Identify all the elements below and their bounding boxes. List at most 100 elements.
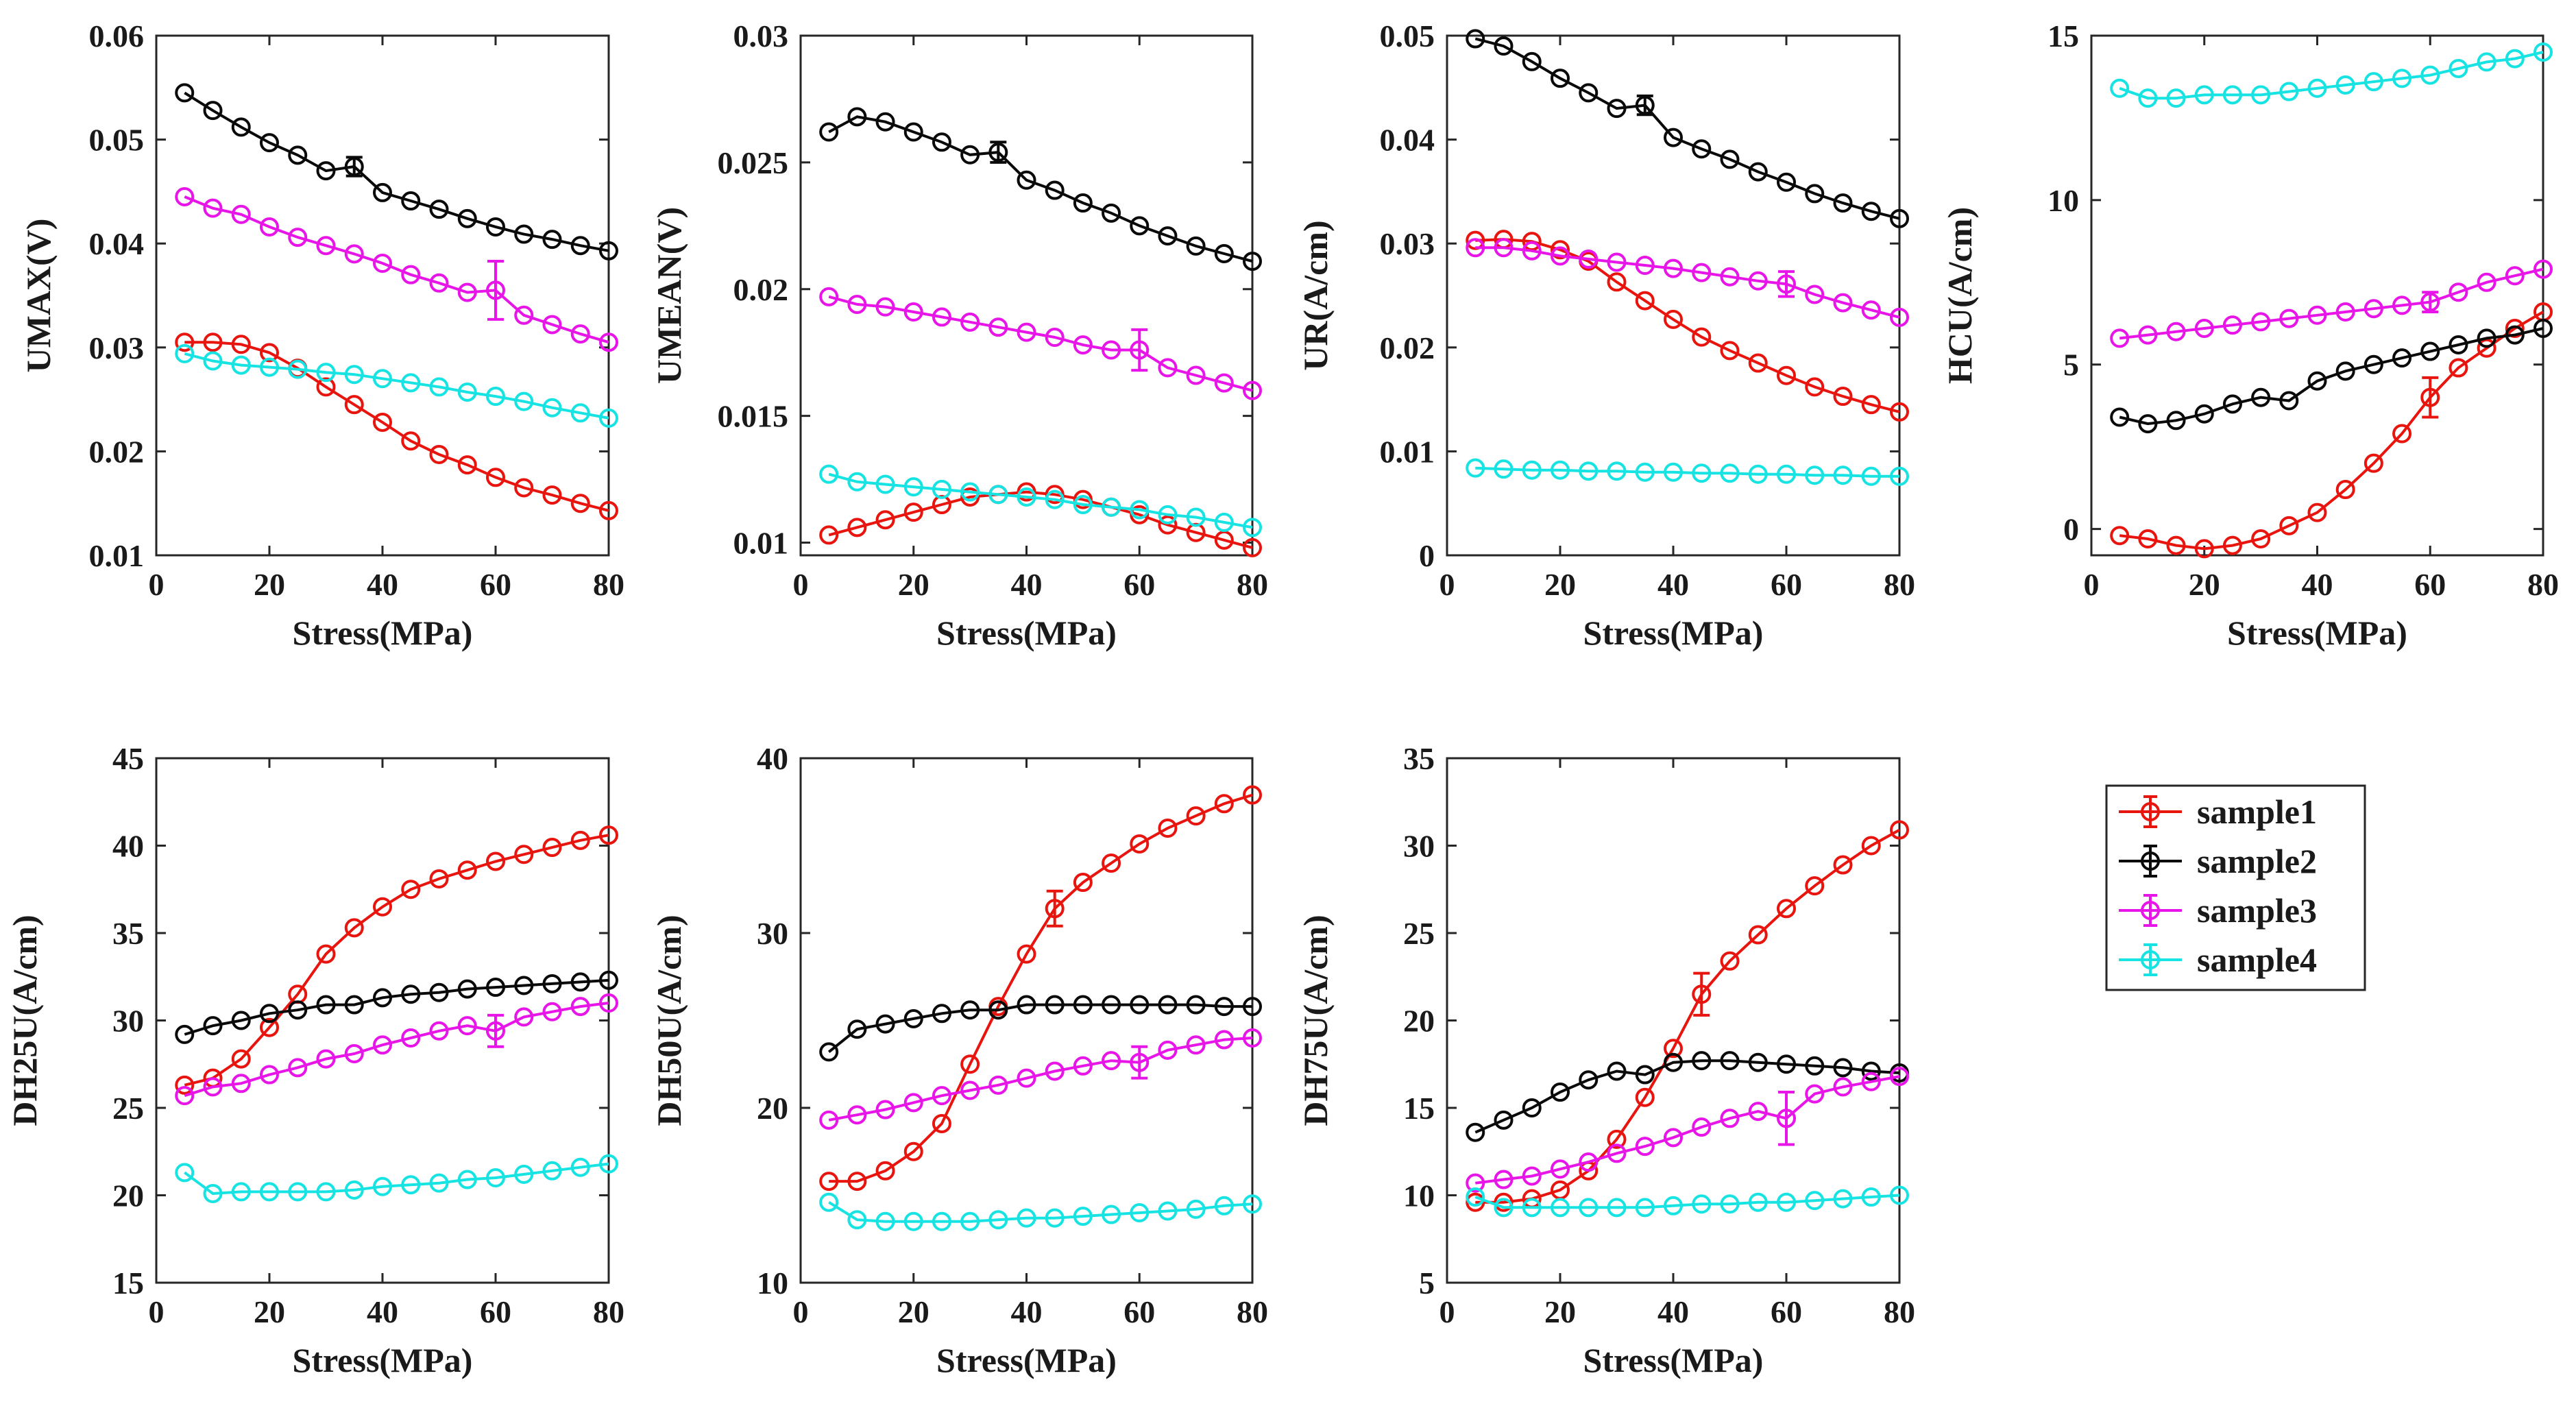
panel-dh75u-a-cm-y-tick-label-4: 25 [1403, 916, 1435, 951]
panel-dh75u-a-cm-sample1-point-30 [1607, 1129, 1627, 1149]
panel-umax-v-sample4-point-15 [231, 355, 251, 375]
panel-dh50u-a-cm-sample4-point-40 [1017, 1208, 1036, 1228]
panel-dh75u-a-cm-sample3-point-35 [1635, 1137, 1655, 1157]
panel-umean-v-sample2-point-25 [932, 132, 951, 152]
legend-label-sample4: sample4 [2197, 941, 2317, 979]
panel-dh25u-a-cm-x-tick-label-60: 60 [480, 1294, 511, 1329]
panel-ur-a-cm-sample1-point-45 [1692, 327, 1712, 347]
panel-hcu-a-cm-sample1-point-25 [2222, 535, 2242, 555]
panel-ur-a-cm-sample4-point-35 [1635, 462, 1655, 482]
panel-dh50u-a-cm-sample3-line [828, 1037, 1253, 1122]
panel-ur-a-cm-sample4-point-40 [1664, 462, 1683, 482]
panel-ur-a-cm-sample4-point-25 [1579, 461, 1599, 481]
panel-umean-v-y-tick-label-1: 0.015 [718, 399, 789, 434]
panel-umax-v-sample2-point-5 [175, 83, 195, 103]
panel-umean-v-sample1-point-15 [875, 510, 895, 530]
panel-dh25u-a-cm-sample3-point-45 [401, 1028, 421, 1048]
panel-umean-v-sample3-point-40 [1017, 322, 1036, 342]
panel-umean-v-sample1-point-30 [960, 487, 980, 507]
panel-umean-v-sample2-point-45 [1045, 180, 1065, 200]
panel-dh50u-a-cm-sample4-point-15 [875, 1211, 895, 1231]
panel-dh25u-a-cm-sample4-point-45 [401, 1175, 421, 1195]
panel-umax-v-sample1-point-40 [373, 412, 392, 432]
panel-dh25u-a-cm-sample1-point-70 [542, 838, 562, 858]
panel-dh75u-a-cm: 0 20 40 60 80 5 10 15 20 25 30 35 Stress(MPa) DH75U(A… [1296, 741, 1915, 1379]
panel-hcu-a-cm-sample2-point-25 [2222, 394, 2242, 414]
panel-umax-v-series-sample2 [175, 83, 618, 261]
panel-umax-v-sample4-point-30 [316, 363, 336, 383]
legend: sample1 sample2 sample3 sample4 [2105, 784, 2366, 991]
panel-hcu-a-cm-sample2-point-75 [2505, 325, 2525, 345]
panel-dh25u-a-cm-sample4-point-50 [429, 1173, 449, 1193]
panel-umean-v-sample3-point-35 [988, 317, 1008, 337]
panel-ur-a-cm-sample2-point-60 [1777, 172, 1796, 192]
panel-hcu-a-cm-sample3-point-55 [2392, 295, 2412, 315]
panel-dh50u-a-cm-sample3-point-65 [1158, 1040, 1178, 1060]
panel-hcu-a-cm-sample3-point-20 [2194, 318, 2214, 338]
panel-umax-v-sample1-point-35 [344, 395, 364, 415]
panel-dh50u-a-cm-sample1-point-65 [1158, 819, 1178, 838]
panel-dh25u-a-cm-sample2-point-20 [260, 1004, 279, 1024]
panel-dh50u-a-cm-sample3-point-40 [1017, 1068, 1036, 1088]
panel-dh50u-a-cm-sample2-point-45 [1045, 995, 1065, 1015]
panel-umax-v-sample4-line [184, 352, 609, 420]
panel-ur-a-cm-sample3-point-50 [1720, 267, 1740, 287]
panel-dh50u-a-cm-sample1-point-40 [1017, 944, 1036, 964]
panel-ur-a-cm-sample1-point-60 [1777, 365, 1796, 385]
panel-umean-v-sample2-point-60 [1130, 216, 1150, 236]
panel-umean-v-sample1-point-20 [903, 503, 923, 522]
panel-dh50u-a-cm-sample2-line [827, 1003, 1252, 1053]
panel-umean-v-sample1-point-65 [1158, 515, 1178, 535]
panel-ur-a-cm-sample3-point-30 [1607, 252, 1627, 272]
panel-dh25u-a-cm-sample4-point-30 [316, 1182, 336, 1202]
panel-dh50u-a-cm-sample3-point-60 [1130, 1052, 1150, 1072]
panel-ur-a-cm-sample2-point-75 [1861, 202, 1881, 221]
panel-dh50u-a-cm-sample4-point-25 [932, 1211, 951, 1231]
panel-hcu-a-cm-series-sample1 [2110, 302, 2553, 559]
panel-ur-a-cm-sample4-point-80 [1890, 466, 1909, 486]
panel-umean-v-sample2-point-10 [847, 107, 867, 127]
panel-hcu-a-cm-sample3-point-70 [2477, 272, 2496, 292]
panel-hcu-a-cm-sample4-point-5 [2110, 78, 2130, 98]
panel-ur-a-cm-sample2-point-15 [1522, 51, 1542, 71]
panel-dh25u-a-cm-sample3-point-35 [344, 1043, 364, 1063]
panel-dh25u-a-cm-sample2-point-40 [373, 988, 392, 1008]
panel-dh75u-a-cm-sample3-point-75 [1861, 1072, 1881, 1091]
panel-dh75u-a-cm-sample3-point-10 [1494, 1170, 1514, 1189]
panel-dh75u-a-cm-sample1-point-55 [1748, 925, 1768, 945]
panel-hcu-a-cm-x-tick-label-0: 0 [2084, 567, 2100, 602]
panel-umean-v-y-tick-label-2: 0.02 [733, 272, 789, 307]
panel-umax-v-sample2-point-60 [486, 217, 505, 237]
panel-umean-v-sample3-point-75 [1214, 373, 1234, 393]
panel-ur-a-cm-sample1-point-30 [1607, 272, 1627, 292]
panel-dh75u-a-cm-sample1-point-65 [1805, 876, 1825, 896]
panel-hcu-a-cm-sample3-point-50 [2364, 299, 2383, 319]
panel-dh75u-a-cm-sample1-point-40 [1664, 1039, 1683, 1059]
panel-dh25u-a-cm-sample3-point-60 [486, 1021, 505, 1041]
panel-hcu-a-cm-sample2-point-5 [2110, 407, 2130, 427]
panel-ur-a-cm-x-tick-label-40: 40 [1657, 567, 1689, 602]
panel-dh25u-a-cm-sample1-point-50 [429, 869, 449, 888]
panel-ur-a-cm-x-tick-label-80: 80 [1884, 567, 1915, 602]
panel-dh75u-a-cm-y-tick-label-1: 10 [1403, 1178, 1435, 1213]
panel-dh50u-a-cm-sample1-point-25 [932, 1113, 951, 1133]
panel-umean-v-sample1-point-80 [1243, 537, 1262, 557]
panel-umean-v-x-tick-label-60: 60 [1123, 567, 1155, 602]
panel-hcu-a-cm-sample4-point-80 [2534, 42, 2553, 62]
panel-dh25u-a-cm-sample2-point-75 [570, 972, 590, 992]
panel-dh50u-a-cm-sample4-point-50 [1073, 1207, 1093, 1226]
panel-hcu-a-cm-sample2-point-10 [2138, 414, 2158, 434]
panel-umax-v-sample1-point-60 [486, 468, 505, 487]
panel-dh75u-a-cm-x-tick-label-40: 40 [1657, 1294, 1689, 1329]
panel-dh25u-a-cm-sample4-point-35 [344, 1180, 364, 1200]
panel-dh75u-a-cm-y-tick-label-3: 20 [1403, 1004, 1435, 1039]
panel-ur-a-cm-sample3-point-60 [1777, 274, 1796, 294]
panel-umean-v-sample1-point-10 [847, 518, 867, 537]
panel-umean-v-sample2-point-80 [1243, 252, 1262, 271]
panel-dh75u-a-cm-sample2-point-45 [1692, 1051, 1712, 1071]
panel-umean-v-sample1-point-5 [819, 525, 839, 545]
panel-hcu-a-cm-sample2-point-35 [2279, 391, 2299, 411]
panel-hcu-a-cm-sample4-point-60 [2420, 65, 2440, 85]
panel-dh50u-a-cm-y-axis-label: DH50U(A/cm) [650, 915, 688, 1126]
panel-dh50u-a-cm-sample4-point-5 [819, 1192, 839, 1212]
